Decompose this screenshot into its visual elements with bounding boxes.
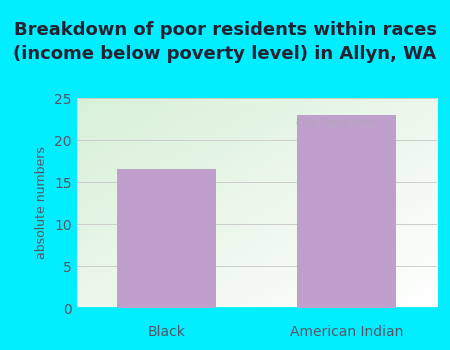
Text: American Indian: American Indian (290, 325, 403, 339)
Text: Breakdown of poor residents within races
(income below poverty level) in Allyn, : Breakdown of poor residents within races… (14, 21, 436, 63)
Text: Black: Black (148, 325, 185, 339)
Text: City-Data.com: City-Data.com (296, 118, 375, 128)
Bar (117, 169, 216, 308)
Y-axis label: absolute numbers: absolute numbers (36, 147, 49, 259)
Bar (297, 115, 396, 308)
